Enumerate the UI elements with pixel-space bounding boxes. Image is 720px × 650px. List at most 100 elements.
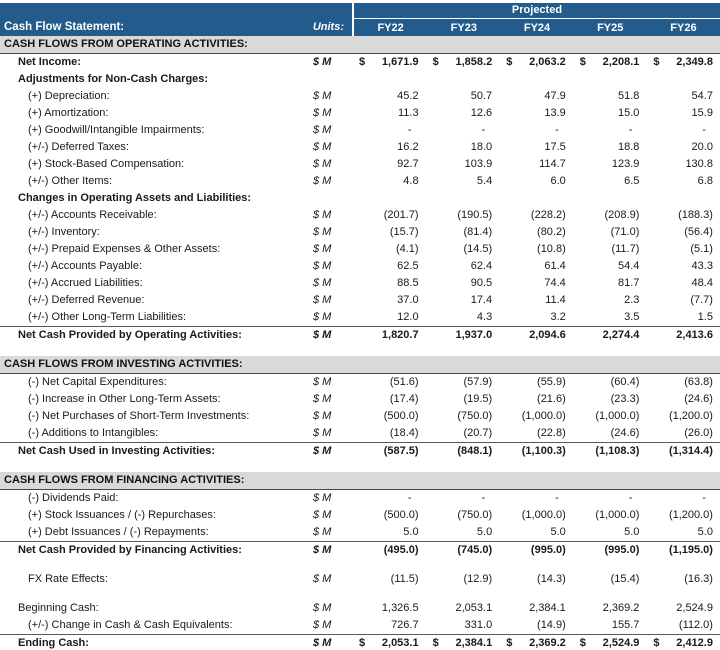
value-cell[interactable]: (51.6) <box>352 374 426 391</box>
value-cell[interactable]: $1,858.2 <box>426 54 500 71</box>
value-cell[interactable] <box>573 71 647 88</box>
row-label[interactable]: (+/-) Other Items: <box>28 175 113 187</box>
value-cell[interactable]: - <box>646 122 720 139</box>
units-cell[interactable]: $ M <box>313 410 332 422</box>
value-cell[interactable]: $2,384.1 <box>426 635 500 650</box>
value-cell[interactable]: 62.5 <box>352 258 426 275</box>
value-cell[interactable]: (5.1) <box>646 241 720 258</box>
value-cell[interactable]: $2,053.1 <box>352 635 426 650</box>
units-cell[interactable]: $ M <box>313 526 332 538</box>
value-cell[interactable]: 331.0 <box>426 617 500 634</box>
units-cell[interactable]: $ M <box>313 393 332 405</box>
value-cell[interactable]: 88.5 <box>352 275 426 292</box>
units-cell[interactable]: $ M <box>313 141 332 153</box>
value-cell[interactable]: (14.3) <box>499 571 573 588</box>
units-cell[interactable] <box>288 71 352 88</box>
value-cell[interactable]: (750.0) <box>426 408 500 425</box>
value-cell[interactable]: (1,195.0) <box>646 542 720 559</box>
value-cell[interactable]: 2,094.6 <box>499 327 573 344</box>
row-label[interactable]: (-) Dividends Paid: <box>28 492 119 504</box>
value-cell[interactable]: 11.3 <box>352 105 426 122</box>
value-cell[interactable]: $2,369.2 <box>499 635 573 650</box>
value-cell[interactable]: - <box>352 122 426 139</box>
row-label[interactable]: Adjustments for Non-Cash Charges: <box>18 73 209 85</box>
value-cell[interactable]: $1,671.9 <box>352 54 426 71</box>
units-cell[interactable]: $ M <box>313 427 332 439</box>
value-cell[interactable]: 5.0 <box>499 524 573 541</box>
value-cell[interactable]: 5.0 <box>573 524 647 541</box>
units-cell[interactable]: $ M <box>313 445 332 457</box>
value-cell[interactable]: (57.9) <box>426 374 500 391</box>
value-cell[interactable]: 3.5 <box>573 309 647 326</box>
value-cell[interactable]: 50.7 <box>426 88 500 105</box>
value-cell[interactable]: 45.2 <box>352 88 426 105</box>
row-label[interactable]: Net Cash Provided by Operating Activitie… <box>18 329 242 341</box>
value-cell[interactable]: (23.3) <box>573 391 647 408</box>
column-header-fy22[interactable]: FY22 <box>377 21 404 34</box>
units-cell[interactable] <box>288 190 352 207</box>
value-cell[interactable]: 90.5 <box>426 275 500 292</box>
value-cell[interactable]: 3.2 <box>499 309 573 326</box>
units-cell[interactable]: $ M <box>313 209 332 221</box>
value-cell[interactable]: 6.0 <box>499 173 573 190</box>
units-cell[interactable]: $ M <box>313 90 332 102</box>
units-cell[interactable]: $ M <box>313 376 332 388</box>
units-cell[interactable]: $ M <box>313 294 332 306</box>
value-cell[interactable]: 1.5 <box>646 309 720 326</box>
value-cell[interactable]: 15.0 <box>573 105 647 122</box>
section-header[interactable]: CASH FLOWS FROM INVESTING ACTIVITIES: <box>0 356 720 374</box>
value-cell[interactable]: 61.4 <box>499 258 573 275</box>
value-cell[interactable]: (80.2) <box>499 224 573 241</box>
value-cell[interactable]: (995.0) <box>499 542 573 559</box>
units-cell[interactable]: $ M <box>313 509 332 521</box>
value-cell[interactable]: (71.0) <box>573 224 647 241</box>
row-label[interactable]: (+) Stock-Based Compensation: <box>28 158 185 170</box>
value-cell[interactable]: (201.7) <box>352 207 426 224</box>
row-label[interactable]: Ending Cash: <box>18 637 89 649</box>
value-cell[interactable]: 12.6 <box>426 105 500 122</box>
value-cell[interactable]: (81.4) <box>426 224 500 241</box>
units-cell[interactable]: $ M <box>313 311 332 323</box>
value-cell[interactable]: (15.7) <box>352 224 426 241</box>
value-cell[interactable]: (11.7) <box>573 241 647 258</box>
value-cell[interactable]: (18.4) <box>352 425 426 442</box>
value-cell[interactable]: 92.7 <box>352 156 426 173</box>
units-cell[interactable]: $ M <box>313 243 332 255</box>
units-cell[interactable]: $ M <box>313 602 332 614</box>
row-label[interactable]: (+/-) Accounts Receivable: <box>28 209 157 221</box>
value-cell[interactable]: 18.0 <box>426 139 500 156</box>
value-cell[interactable]: 37.0 <box>352 292 426 309</box>
value-cell[interactable]: (995.0) <box>573 542 647 559</box>
units-cell[interactable]: $ M <box>313 175 332 187</box>
value-cell[interactable] <box>426 190 500 207</box>
value-cell[interactable]: (745.0) <box>426 542 500 559</box>
value-cell[interactable]: (21.6) <box>499 391 573 408</box>
row-label[interactable]: (+/-) Change in Cash & Cash Equivalents: <box>28 619 233 631</box>
value-cell[interactable]: (63.8) <box>646 374 720 391</box>
value-cell[interactable]: 81.7 <box>573 275 647 292</box>
row-label[interactable]: (+/-) Deferred Revenue: <box>28 294 145 306</box>
value-cell[interactable]: 130.8 <box>646 156 720 173</box>
value-cell[interactable]: (55.9) <box>499 374 573 391</box>
value-cell[interactable]: (22.8) <box>499 425 573 442</box>
value-cell[interactable]: 1,820.7 <box>352 327 426 344</box>
value-cell[interactable]: 43.3 <box>646 258 720 275</box>
value-cell[interactable] <box>426 71 500 88</box>
value-cell[interactable]: (24.6) <box>573 425 647 442</box>
row-label[interactable]: (+/-) Accrued Liabilities: <box>28 277 143 289</box>
value-cell[interactable]: (1,000.0) <box>499 408 573 425</box>
units-cell[interactable]: $ M <box>313 329 332 341</box>
value-cell[interactable] <box>499 190 573 207</box>
value-cell[interactable] <box>646 190 720 207</box>
value-cell[interactable]: (24.6) <box>646 391 720 408</box>
row-label[interactable]: (+/-) Prepaid Expenses & Other Assets: <box>28 243 221 255</box>
value-cell[interactable]: $2,208.1 <box>573 54 647 71</box>
value-cell[interactable]: 6.5 <box>573 173 647 190</box>
value-cell[interactable]: 114.7 <box>499 156 573 173</box>
value-cell[interactable]: 2.3 <box>573 292 647 309</box>
value-cell[interactable]: (60.4) <box>573 374 647 391</box>
value-cell[interactable]: 13.9 <box>499 105 573 122</box>
row-label[interactable]: (-) Net Purchases of Short-Term Investme… <box>28 410 250 422</box>
value-cell[interactable]: (26.0) <box>646 425 720 442</box>
value-cell[interactable]: 74.4 <box>499 275 573 292</box>
